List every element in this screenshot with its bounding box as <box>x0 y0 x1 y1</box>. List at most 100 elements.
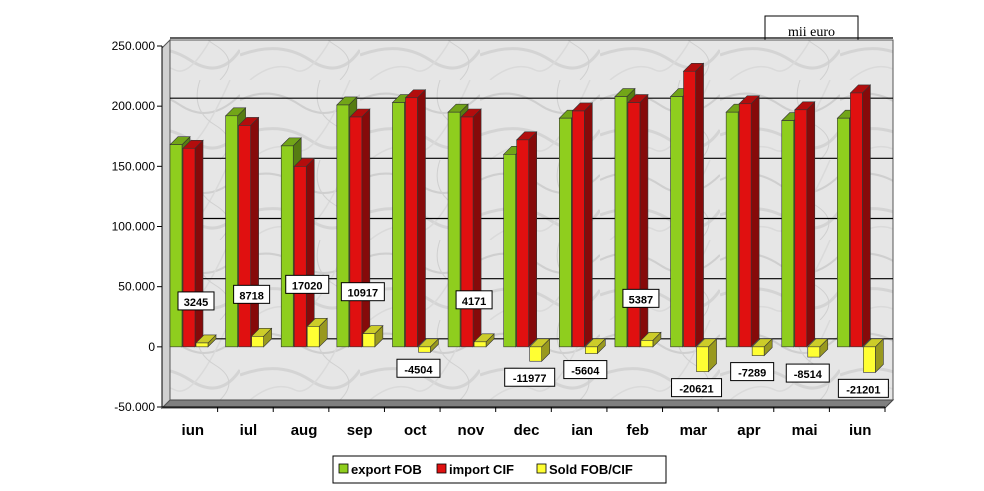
bar-import <box>738 95 760 348</box>
data-label-text: -7289 <box>738 368 766 380</box>
x-category-label: iun <box>182 422 205 439</box>
data-label-box <box>785 363 830 383</box>
data-label-text: -20621 <box>679 384 713 396</box>
bar-import-side <box>750 95 760 348</box>
plot-left-wall <box>161 38 171 410</box>
x-category-label: dec <box>514 422 540 439</box>
data-label: -21201 <box>837 378 889 398</box>
bar-export-front <box>725 111 739 348</box>
x-category-label: sep <box>347 422 373 439</box>
bar-import-front <box>738 103 752 348</box>
bar-export-front <box>336 104 350 348</box>
bar-import <box>682 62 705 348</box>
data-label: 5387 <box>622 288 660 308</box>
data-label-box <box>285 274 330 294</box>
data-label-box <box>563 360 608 380</box>
data-labels: 3245 8718 17020 10917 -4504 4171 -11977 -5604 53… <box>177 274 889 398</box>
bar-import-front <box>572 110 585 348</box>
data-label: 4171 <box>455 290 493 310</box>
legend-swatch-sold <box>536 463 547 474</box>
bar-import-front <box>405 97 418 348</box>
bar-import <box>237 116 260 348</box>
data-label: 17020 <box>285 274 330 294</box>
data-label-text: 5387 <box>629 294 653 306</box>
bar-export-front <box>447 111 461 348</box>
bar-import-front <box>794 109 808 348</box>
data-label-text: 4171 <box>462 296 486 308</box>
data-label-box <box>622 288 660 308</box>
x-category-label: mar <box>680 422 708 439</box>
legend: export FOB import CIF Sold FOB/CIF <box>332 455 667 484</box>
y-tick-label: -50.000 <box>114 400 155 414</box>
bar-import <box>460 108 482 348</box>
data-label-text: 10917 <box>348 288 379 300</box>
y-axis: 250.000 200.000 150.000 100.000 50.000 0 -50.0… <box>112 39 163 414</box>
bar-sold-front <box>195 342 209 348</box>
data-label-box <box>396 358 441 378</box>
bar-import <box>849 84 872 348</box>
bar-sold-front <box>751 346 765 356</box>
bar-import <box>404 89 427 348</box>
bar-import-side <box>528 131 537 348</box>
bar-export-front <box>670 96 683 348</box>
bar-sold-front <box>585 346 598 354</box>
bar-import-side <box>584 102 593 348</box>
legend-box <box>332 455 667 484</box>
bar-import-front <box>349 116 363 348</box>
legend-label-sold: Sold FOB/CIF <box>549 462 633 477</box>
bar-import <box>571 102 594 348</box>
bar-import-side <box>472 108 482 348</box>
y-tick-label: 0 <box>148 340 155 354</box>
bar-import-front <box>460 116 474 348</box>
x-category-label: apr <box>737 422 761 439</box>
data-label-text: 17020 <box>292 280 323 292</box>
bar-sold <box>473 333 495 348</box>
legend-swatch-import <box>436 463 447 474</box>
bar-import-side <box>417 89 426 348</box>
data-label-text: -11977 <box>513 373 547 385</box>
bar-import <box>293 157 315 348</box>
bar-import <box>182 139 204 348</box>
data-label-box <box>455 290 493 310</box>
data-label-box <box>671 378 723 398</box>
x-category-label: iun <box>849 422 872 439</box>
bar-sold <box>306 317 328 348</box>
bar-sold-front <box>529 346 542 362</box>
data-label-box <box>730 362 775 382</box>
bar-sold <box>528 338 551 362</box>
bar-import-front <box>293 166 307 348</box>
bar-sold <box>807 338 829 358</box>
bar-import-side <box>639 93 649 348</box>
bar-import-front <box>683 70 696 348</box>
x-category-label: mai <box>792 422 818 439</box>
bar-sold <box>862 338 885 374</box>
data-label-box <box>837 378 889 398</box>
data-label-text: -5604 <box>571 366 600 378</box>
data-label: -11977 <box>504 367 556 387</box>
bar-export-front <box>280 145 294 348</box>
bar-sold-front <box>863 346 876 373</box>
bar-sold <box>362 324 384 348</box>
bar-export-front <box>559 117 572 348</box>
bar-sold-front <box>306 326 320 348</box>
bar-sold <box>250 327 273 348</box>
bar-import-front <box>850 92 863 348</box>
bar-sold-front <box>696 346 709 372</box>
bar-import-front <box>238 125 251 348</box>
bar-export-front <box>614 96 628 348</box>
bar-import-side <box>194 139 204 348</box>
bar-import <box>349 108 371 348</box>
bar-sold <box>695 338 718 373</box>
x-category-label: ian <box>571 422 593 439</box>
bar-import-side <box>305 157 315 348</box>
x-category-label: oct <box>404 422 427 439</box>
bar-export-front <box>225 115 238 348</box>
y-tick-label: 50.000 <box>118 280 155 294</box>
data-label-text: -21201 <box>846 384 880 396</box>
bar-import <box>515 131 538 348</box>
bar-sold <box>751 338 773 357</box>
bar-import-front <box>182 147 196 348</box>
bar-sold-front <box>473 341 487 348</box>
data-label: 3245 <box>177 291 215 311</box>
